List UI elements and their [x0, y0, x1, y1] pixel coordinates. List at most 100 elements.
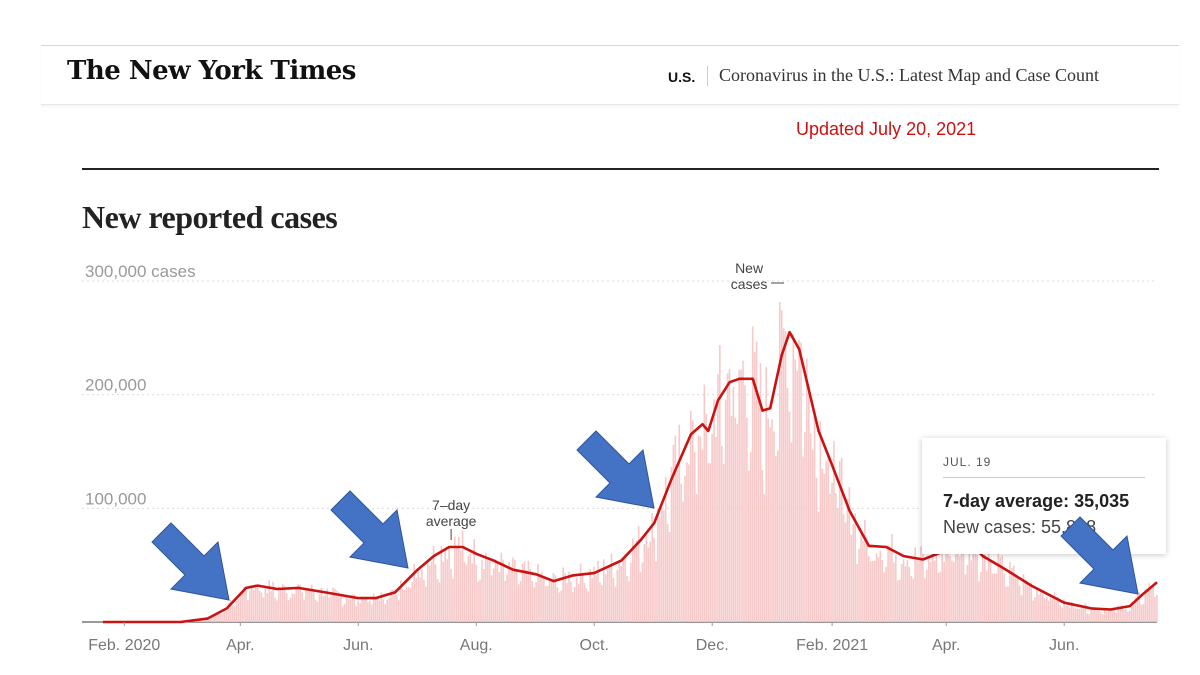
daily-case-bar: [1001, 555, 1003, 622]
daily-case-bar: [811, 449, 814, 622]
daily-case-bar: [929, 562, 932, 622]
daily-case-bar: [775, 456, 777, 622]
x-tick-label: Aug.: [460, 637, 493, 654]
nyt-logo[interactable]: The New York Times: [67, 56, 356, 86]
daily-case-bar: [891, 533, 893, 622]
daily-case-bar: [252, 589, 255, 622]
daily-case-bar: [1003, 573, 1005, 622]
daily-case-bar: [879, 550, 882, 622]
daily-case-bar: [562, 567, 564, 622]
daily-case-bar: [804, 431, 806, 622]
daily-case-bar: [457, 537, 460, 622]
daily-case-bar: [479, 579, 481, 622]
daily-case-bar: [233, 606, 236, 622]
daily-case-bar: [831, 482, 833, 622]
daily-case-bar: [927, 556, 930, 622]
daily-case-bar: [792, 334, 795, 622]
daily-case-bar: [771, 419, 773, 622]
daily-case-bar: [1148, 583, 1150, 622]
daily-case-bar: [415, 577, 417, 622]
daily-case-bar: [794, 359, 797, 622]
daily-case-bar: [610, 553, 613, 622]
daily-case-bar: [856, 563, 858, 622]
daily-case-bar: [558, 592, 561, 622]
daily-case-bar: [949, 555, 951, 622]
daily-case-bar: [367, 601, 369, 622]
daily-case-bar: [1012, 565, 1015, 622]
daily-case-bar: [225, 610, 228, 622]
daily-case-bar: [486, 558, 489, 622]
daily-case-bar: [454, 536, 456, 622]
daily-case-bar: [450, 568, 452, 622]
daily-case-bar: [245, 590, 247, 622]
daily-case-bar: [388, 597, 390, 622]
daily-case-bar: [661, 508, 663, 622]
daily-case-bar: [216, 612, 218, 622]
daily-case-bar: [852, 523, 855, 622]
daily-case-bar: [676, 469, 679, 622]
daily-case-bar: [1113, 610, 1116, 622]
daily-case-bar: [906, 560, 909, 622]
daily-case-bar: [680, 483, 682, 622]
daily-case-bar: [693, 452, 696, 622]
daily-case-bar: [1080, 608, 1083, 622]
daily-case-bar: [589, 568, 592, 622]
daily-case-bar: [722, 464, 725, 622]
daily-case-bar: [842, 514, 845, 622]
daily-case-bar: [720, 445, 723, 622]
daily-case-bar: [1130, 601, 1133, 622]
daily-case-bar: [318, 594, 321, 622]
daily-case-bar: [782, 328, 785, 622]
daily-case-bar: [914, 547, 916, 622]
x-tick-label: Oct.: [580, 637, 609, 654]
daily-case-bar: [1071, 601, 1073, 622]
daily-case-bar: [241, 590, 243, 622]
daily-case-bar: [999, 557, 1002, 622]
daily-case-bar: [732, 386, 735, 622]
daily-case-bar: [535, 582, 537, 622]
daily-case-bar: [1121, 605, 1123, 622]
daily-case-bar: [730, 416, 733, 622]
article-headline[interactable]: Coronavirus in the U.S.: Latest Map and …: [719, 65, 1099, 85]
daily-case-bar: [688, 464, 690, 622]
daily-case-bar: [933, 560, 936, 622]
section-label[interactable]: U.S.: [668, 69, 696, 85]
daily-case-bar: [492, 568, 495, 622]
daily-case-bar: [401, 589, 404, 622]
daily-case-bar: [459, 550, 462, 622]
daily-case-bar: [310, 584, 313, 622]
daily-case-bar: [1011, 568, 1013, 622]
daily-case-bar: [575, 577, 578, 622]
daily-case-bar: [699, 436, 702, 622]
daily-case-bar: [690, 410, 692, 622]
daily-case-bar: [1082, 607, 1085, 622]
daily-case-bar: [560, 590, 563, 622]
daily-case-bar: [254, 584, 257, 622]
daily-case-bar: [985, 570, 988, 622]
daily-case-bar: [1150, 588, 1152, 622]
daily-case-bar: [974, 539, 976, 622]
daily-case-bar: [759, 363, 762, 622]
daily-case-bar: [931, 545, 934, 622]
daily-case-bar: [527, 560, 530, 622]
daily-case-bar: [322, 596, 325, 622]
daily-case-bar: [691, 420, 694, 622]
daily-case-bar: [500, 552, 503, 622]
daily-case-bar: [291, 593, 294, 622]
daily-case-bar: [1072, 607, 1075, 622]
daily-case-bar: [649, 541, 652, 622]
daily-case-bar: [1028, 586, 1031, 622]
daily-case-bar: [916, 558, 918, 622]
daily-case-bar: [672, 444, 675, 622]
daily-case-bar: [428, 565, 431, 622]
daily-case-bar: [349, 597, 352, 622]
daily-case-bar: [235, 600, 238, 622]
daily-case-bar: [326, 588, 329, 622]
daily-case-bar: [202, 619, 205, 622]
daily-case-bar: [1057, 596, 1060, 622]
daily-case-bar: [531, 581, 534, 622]
daily-case-bar: [836, 508, 839, 622]
daily-case-bar: [599, 582, 601, 622]
daily-case-bar: [1129, 610, 1131, 622]
